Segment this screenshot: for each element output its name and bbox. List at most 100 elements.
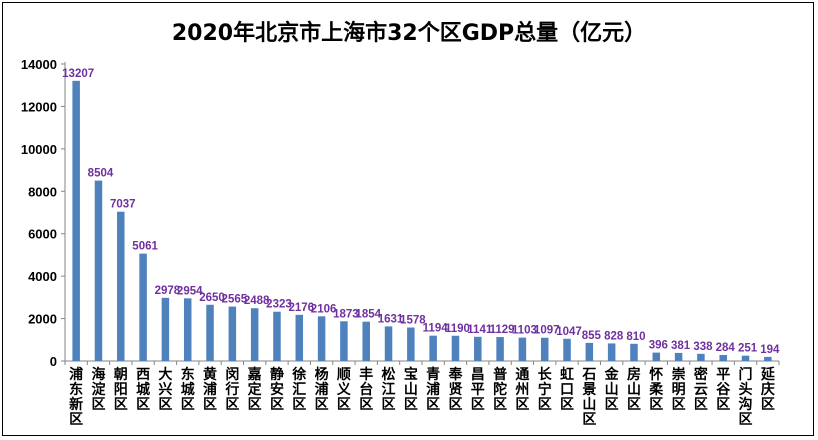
bar	[451, 335, 460, 361]
category-label: 长宁区	[538, 366, 553, 413]
data-label: 13207	[62, 68, 94, 80]
bar	[228, 306, 237, 361]
category-label: 崇明区	[672, 366, 686, 413]
bar	[250, 308, 259, 361]
data-labels: 13207 8504 7037 5061 29782954265025652488232…	[62, 68, 780, 356]
category-label: 普陀区	[493, 366, 507, 413]
category-label: 奉贤区	[448, 366, 463, 413]
bars	[72, 80, 772, 361]
y-tick-label: 12000	[21, 99, 57, 114]
data-label: 1103	[512, 325, 537, 337]
data-label: 194	[760, 344, 780, 356]
y-tick-label: 6000	[28, 227, 57, 242]
data-label: 2978	[155, 285, 181, 297]
data-label: 1631	[378, 313, 404, 325]
category-label: 怀柔区	[648, 366, 664, 413]
data-label: 1854	[355, 309, 381, 321]
category-label: 顺义区	[337, 367, 351, 413]
bar	[540, 337, 549, 361]
data-label: 2650	[199, 292, 225, 304]
bar	[183, 298, 192, 361]
data-label: 1141	[467, 324, 493, 336]
bar	[697, 353, 705, 361]
bar	[474, 336, 482, 361]
bar	[295, 314, 304, 361]
data-label: 251	[738, 343, 758, 355]
category-label: 西城区	[136, 367, 150, 413]
bar	[384, 326, 393, 361]
category-label: 黄浦区	[203, 366, 217, 413]
bar	[407, 327, 415, 361]
data-label: 1097	[534, 325, 560, 337]
bar	[317, 316, 326, 361]
data-label: 1873	[333, 308, 359, 320]
y-tick-label: 10000	[21, 142, 57, 157]
bar	[585, 342, 594, 361]
bar	[518, 337, 527, 361]
category-label: 平谷区	[716, 367, 731, 413]
category-label: 昌平区	[471, 367, 485, 413]
bar	[741, 355, 750, 361]
data-label: 2176	[288, 302, 314, 314]
category-label: 虹口区	[560, 367, 574, 413]
data-label: 2323	[266, 299, 292, 311]
bar	[139, 253, 147, 361]
data-label: 284	[716, 342, 736, 354]
bar	[72, 80, 80, 361]
chart-frame: 2020年北京市上海市32个区GDP总量（亿元） 0 2000 4000 6000 80…	[2, 2, 814, 436]
bar	[340, 321, 348, 361]
bar	[429, 335, 437, 361]
bar	[674, 352, 683, 361]
data-label: 338	[693, 341, 713, 353]
category-label: 松江区	[382, 366, 396, 413]
data-label: 8504	[88, 168, 114, 180]
bar	[764, 356, 772, 361]
category-label: 东城区	[181, 366, 195, 413]
category-labels: 浦东新区海淀区朝阳区西城区大兴区东城区黄浦区闵行区嘉定区静安区徐汇区杨浦区顺义区…	[69, 366, 776, 428]
category-label: 杨浦区	[315, 366, 329, 413]
y-tick-label: 4000	[28, 269, 57, 284]
y-tick-label: 0	[50, 354, 57, 369]
data-label: 1190	[445, 323, 470, 335]
bar	[719, 354, 727, 361]
bar	[630, 343, 638, 361]
category-label: 朝阳区	[114, 366, 128, 413]
category-label: 房山区	[627, 366, 641, 413]
category-label: 嘉定区	[247, 366, 262, 413]
data-label: 2488	[244, 295, 270, 307]
data-label: 7037	[110, 199, 136, 211]
y-tick-label: 8000	[28, 184, 57, 199]
data-label: 381	[671, 340, 691, 352]
category-label: 密云区	[693, 366, 708, 413]
y-tick-label: 14000	[21, 57, 57, 72]
data-label: 1578	[400, 315, 426, 327]
category-label: 金山区	[604, 366, 620, 413]
chart-svg: 2020年北京市上海市32个区GDP总量（亿元） 0 2000 4000 6000 80…	[21, 20, 780, 428]
category-label: 徐汇区	[291, 366, 306, 413]
data-label: 2106	[311, 303, 337, 315]
category-label: 大兴区	[158, 366, 172, 413]
data-label: 2954	[177, 285, 203, 297]
data-label: 396	[649, 340, 668, 352]
bar	[496, 337, 504, 361]
bar	[563, 338, 571, 361]
data-label: 828	[604, 330, 624, 342]
category-label: 浦东新区	[69, 366, 83, 428]
category-label: 青浦区	[426, 366, 440, 413]
data-label: 855	[582, 330, 602, 342]
category-label: 石景山区	[581, 367, 596, 428]
category-label: 海淀区	[91, 366, 106, 413]
data-label: 1047	[556, 326, 582, 338]
category-label: 丰台区	[359, 366, 373, 413]
data-label: 1194	[423, 323, 449, 335]
data-label: 810	[626, 331, 645, 343]
bar	[206, 304, 214, 361]
bar	[273, 311, 281, 361]
bar	[362, 321, 370, 361]
data-label: 2565	[222, 294, 248, 306]
bar	[161, 297, 170, 361]
category-label: 宝山区	[404, 366, 418, 413]
chart-title: 2020年北京市上海市32个区GDP总量（亿元）	[172, 20, 646, 46]
category-label: 门头沟区	[739, 366, 753, 428]
category-label: 延庆区	[760, 366, 776, 413]
